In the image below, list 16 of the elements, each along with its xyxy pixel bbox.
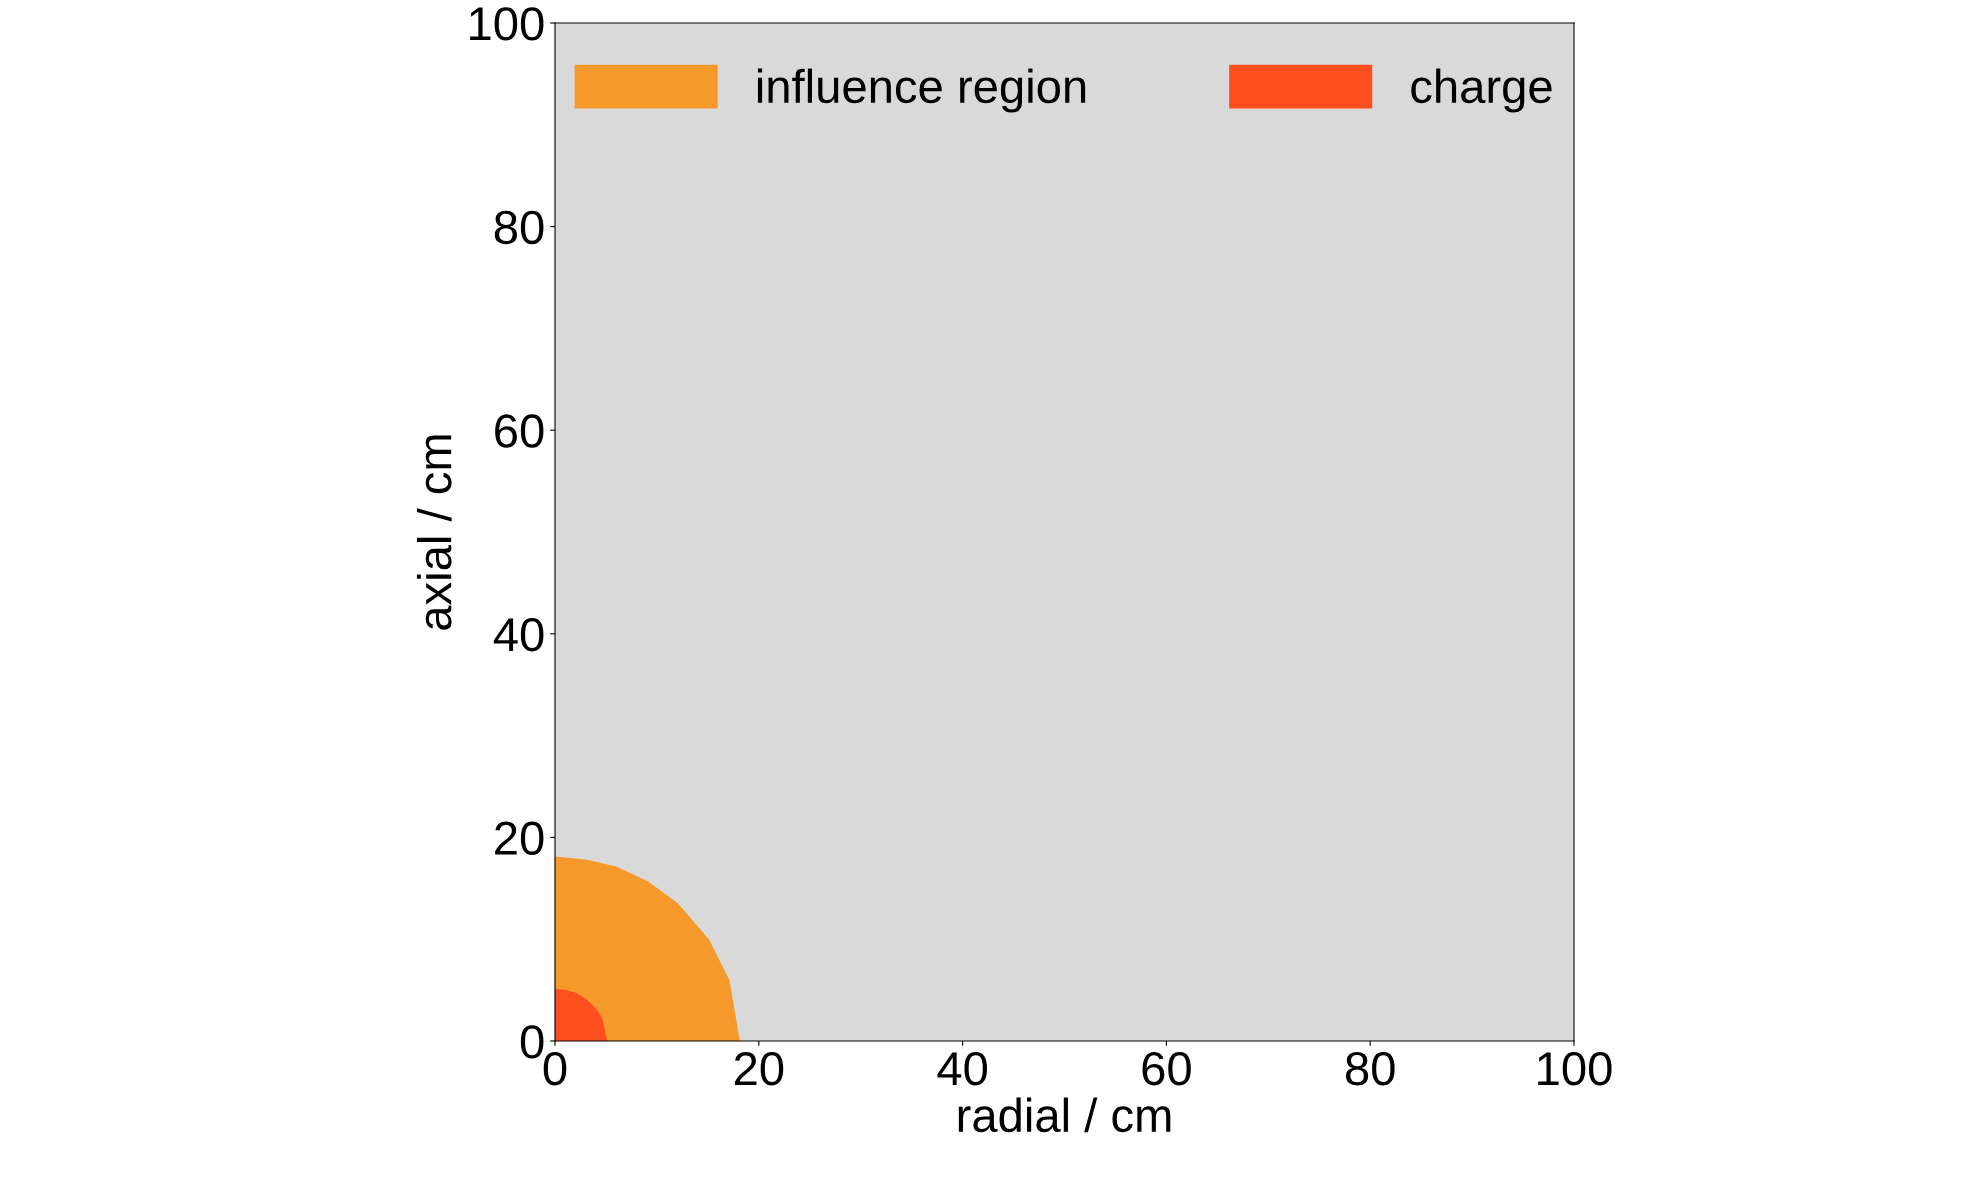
- legend-label: charge: [1411, 68, 1552, 113]
- y-tick-label: 40: [493, 617, 544, 652]
- legend-label: influence region: [757, 68, 1086, 113]
- x-tick-label: 60: [1142, 1051, 1191, 1086]
- y-tick-label: 20: [495, 821, 544, 855]
- y-tick-label: 60: [495, 414, 544, 448]
- x-axis-title: radial / cm: [958, 1097, 1171, 1133]
- y-axis-title: axial / cm: [416, 435, 452, 630]
- x-tick-label: 100: [1538, 1051, 1612, 1086]
- x-tick-label: 80: [1345, 1051, 1395, 1086]
- x-tick-label: 0: [543, 1051, 567, 1086]
- y-tick-label: 80: [494, 210, 544, 245]
- y-tick-label: 0: [520, 1025, 544, 1059]
- x-tick-label: 20: [734, 1051, 784, 1086]
- x-tick-label: 40: [937, 1051, 988, 1086]
- y-tick-label: 100: [470, 7, 544, 41]
